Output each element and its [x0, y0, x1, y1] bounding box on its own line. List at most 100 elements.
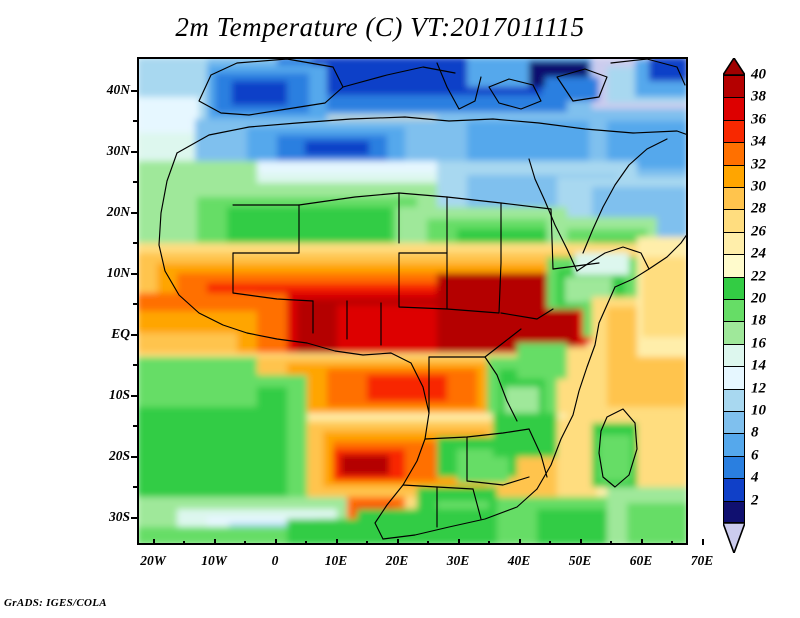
xtick-mark: [397, 539, 399, 545]
xtick-minor: [488, 541, 490, 545]
colorbar-label-40: 40: [751, 66, 766, 83]
xtick-minor: [610, 541, 612, 545]
colorbar-band-8: [723, 433, 745, 456]
ytick-mark: [131, 273, 137, 275]
colorbar-band-38: [723, 97, 745, 120]
colorbar-cap-top: [723, 58, 745, 75]
ytick-label-10S: 10S: [108, 387, 130, 402]
colorbar-band-4: [723, 478, 745, 501]
xtick-minor: [366, 541, 368, 545]
xtick-label-10E: 10E: [324, 553, 348, 568]
ytick-mark: [131, 395, 137, 397]
colorbar-label-36: 36: [751, 111, 766, 128]
xtick-label-20W: 20W: [140, 553, 166, 568]
ytick-label-EQ: EQ: [111, 326, 130, 341]
xtick-label-0: 0: [271, 553, 279, 568]
colorbar-band-2: [723, 500, 745, 523]
ytick-minor: [133, 486, 137, 488]
colorbar-band-14: [723, 366, 745, 389]
colorbar-cap-bottom: [723, 523, 745, 553]
ytick-mark: [131, 90, 137, 92]
colorbar-band-36: [723, 119, 745, 143]
xtick-minor: [549, 541, 551, 545]
colorbar-label-34: 34: [751, 133, 766, 150]
colorbar: 40 38 36 34 32 30 28 26 24 22 20 18 16 14 12 10 8 6 4 2: [723, 58, 766, 553]
colorbar-band-16: [723, 343, 745, 367]
colorbar-label-26: 26: [751, 223, 766, 240]
ytick-mark: [131, 334, 137, 336]
ytick-minor: [133, 120, 137, 122]
colorbar-band-24: [723, 254, 745, 277]
xtick-minor: [671, 541, 673, 545]
ytick-minor: [133, 364, 137, 366]
plot-frame: [137, 57, 688, 545]
ytick-minor: [133, 242, 137, 244]
xtick-mark: [214, 539, 216, 545]
ytick-label-30S: 30S: [108, 509, 130, 524]
colorbar-label-24: 24: [751, 245, 766, 262]
colorbar-label-32: 32: [751, 156, 766, 173]
colorbar-label-20: 20: [751, 290, 766, 307]
xtick-minor: [305, 541, 307, 545]
ytick-mark: [131, 212, 137, 214]
colorbar-band-18: [723, 321, 745, 344]
xtick-label-60E: 60E: [629, 553, 653, 568]
colorbar-band-22: [723, 276, 745, 299]
footer-credit: GrADS: IGES/COLA: [4, 597, 107, 609]
xtick-label-70E: 70E: [690, 553, 714, 568]
colorbar-label-38: 38: [751, 88, 766, 105]
colorbar-band-40: [723, 75, 745, 98]
ytick-label-40N: 40N: [106, 82, 130, 97]
colorbar-band-6: [723, 455, 745, 479]
colorbar-label-10: 10: [751, 402, 766, 419]
colorbar-band-34: [723, 142, 745, 165]
ytick-minor: [133, 303, 137, 305]
xtick-minor: [244, 541, 246, 545]
ytick-label-20N: 20N: [106, 204, 130, 219]
chart-title: 2m Temperature (C) VT:2017011115: [175, 12, 585, 42]
ytick-label-30N: 30N: [106, 143, 130, 158]
colorbar-band-10: [723, 411, 745, 434]
colorbar-label-30: 30: [751, 178, 766, 195]
xtick-mark: [153, 539, 155, 545]
xtick-mark: [641, 539, 643, 545]
xtick-mark: [580, 539, 582, 545]
colorbar-label-6: 6: [751, 447, 759, 464]
xtick-minor: [183, 541, 185, 545]
colorbar-label-12: 12: [751, 380, 766, 397]
ytick-minor: [133, 425, 137, 427]
xtick-mark: [275, 539, 277, 545]
xtick-mark: [458, 539, 460, 545]
colorbar-label-14: 14: [751, 357, 766, 374]
temperature-heatmap: [137, 57, 688, 545]
ytick-label-20S: 20S: [108, 448, 130, 463]
ytick-mark: [131, 456, 137, 458]
ytick-mark: [131, 151, 137, 153]
xtick-mark: [336, 539, 338, 545]
colorbar-label-4: 4: [751, 469, 759, 486]
colorbar-label-28: 28: [751, 200, 766, 217]
xtick-label-20E: 20E: [385, 553, 409, 568]
ytick-minor: [133, 181, 137, 183]
xtick-label-50E: 50E: [568, 553, 592, 568]
xtick-label-30E: 30E: [446, 553, 470, 568]
colorbar-label-16: 16: [751, 335, 766, 352]
colorbar-label-18: 18: [751, 312, 766, 329]
xtick-label-40E: 40E: [507, 553, 531, 568]
colorbar-band-28: [723, 209, 745, 232]
xtick-mark: [519, 539, 521, 545]
colorbar-band-12: [723, 388, 745, 411]
xtick-minor: [427, 541, 429, 545]
colorbar-label-2: 2: [751, 492, 759, 509]
colorbar-band-20: [723, 299, 745, 322]
colorbar-band-26: [723, 231, 745, 255]
map-plot-area: 40N 30N 20N 10N EQ 10S 20S 30S 20W 10W 0…: [107, 57, 713, 568]
xtick-mark: [702, 539, 704, 545]
colorbar-label-8: 8: [751, 424, 759, 441]
colorbar-label-22: 22: [751, 268, 766, 285]
colorbar-band-32: [723, 164, 745, 187]
xtick-label-10W: 10W: [201, 553, 227, 568]
colorbar-band-30: [723, 187, 745, 210]
ytick-label-10N: 10N: [106, 265, 130, 280]
ytick-mark: [131, 517, 137, 519]
